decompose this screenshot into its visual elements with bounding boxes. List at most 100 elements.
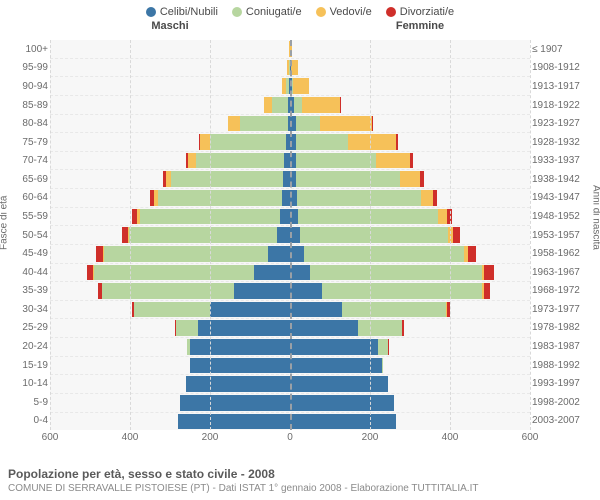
bar-segment xyxy=(296,171,400,187)
male-bar xyxy=(50,376,290,392)
x-tick: 200 xyxy=(202,432,219,443)
bar-segment xyxy=(291,60,298,76)
male-bar xyxy=(50,227,290,243)
age-label: 10-14 xyxy=(22,374,48,393)
birth-label: 1993-1997 xyxy=(532,374,580,393)
population-pyramid xyxy=(50,40,530,430)
legend-label: Vedovi/e xyxy=(330,6,372,18)
age-label: 40-44 xyxy=(22,263,48,282)
birth-label: 1928-1932 xyxy=(532,133,580,152)
bar-segment xyxy=(277,227,290,243)
bar-segment xyxy=(228,116,239,132)
bar-segment xyxy=(372,116,373,132)
legend-swatch xyxy=(146,7,156,17)
bar-segment xyxy=(342,302,446,318)
age-label: 65-69 xyxy=(22,170,48,189)
age-label: 70-74 xyxy=(22,151,48,170)
birth-label: 1978-1982 xyxy=(532,319,580,338)
bar-segment xyxy=(340,97,341,113)
chart-footer: Popolazione per età, sesso e stato civil… xyxy=(8,467,592,494)
birth-label: 1933-1937 xyxy=(532,151,580,170)
female-label: Femmine xyxy=(300,20,600,32)
male-bar xyxy=(50,209,290,225)
male-bar xyxy=(50,302,290,318)
age-label: 100+ xyxy=(25,40,48,59)
age-label: 60-64 xyxy=(22,189,48,208)
age-label: 50-54 xyxy=(22,226,48,245)
female-bar xyxy=(290,302,530,318)
female-bar xyxy=(290,171,530,187)
gridline xyxy=(370,40,371,430)
bar-segment xyxy=(176,320,198,336)
birth-label: 1988-1992 xyxy=(532,356,580,375)
bar-segment xyxy=(420,171,423,187)
bar-segment xyxy=(294,97,302,113)
bar-segment xyxy=(421,190,433,206)
male-bar xyxy=(50,339,290,355)
bar-segment xyxy=(304,246,464,262)
bar-segment xyxy=(290,376,388,392)
male-bar xyxy=(50,283,290,299)
female-bar xyxy=(290,227,530,243)
birth-label: 1998-2002 xyxy=(532,393,580,412)
bar-segment xyxy=(290,414,396,430)
bar-segment xyxy=(310,265,482,281)
legend-label: Coniugati/e xyxy=(246,6,302,18)
bar-segment xyxy=(402,320,403,336)
bar-segment xyxy=(102,283,234,299)
male-bar xyxy=(50,246,290,262)
plot-area xyxy=(50,40,530,430)
legend-item: Coniugati/e xyxy=(232,6,302,18)
bar-segment xyxy=(200,134,210,150)
bar-segment xyxy=(264,97,272,113)
bar-segment xyxy=(290,320,358,336)
x-tick: 600 xyxy=(522,432,539,443)
male-bar xyxy=(50,97,290,113)
bar-segment xyxy=(290,339,378,355)
male-bar xyxy=(50,60,290,76)
female-bar xyxy=(290,358,530,374)
birth-label: 2003-2007 xyxy=(532,412,580,431)
female-bar xyxy=(290,78,530,94)
bar-segment xyxy=(254,265,290,281)
center-axis xyxy=(290,40,292,430)
bar-segment xyxy=(322,283,482,299)
bar-segment xyxy=(198,320,290,336)
birth-label: 1973-1977 xyxy=(532,300,580,319)
legend-label: Divorziati/e xyxy=(400,6,454,18)
bar-segment xyxy=(283,171,290,187)
bar-segment xyxy=(188,153,196,169)
bar-segment xyxy=(453,227,459,243)
bar-segment xyxy=(410,153,412,169)
bar-segment xyxy=(282,190,290,206)
bar-segment xyxy=(134,302,210,318)
bar-segment xyxy=(348,134,396,150)
legend-item: Celibi/Nubili xyxy=(146,6,218,18)
bar-segment xyxy=(320,116,372,132)
female-bar xyxy=(290,246,530,262)
bar-segment xyxy=(290,283,322,299)
age-label: 75-79 xyxy=(22,133,48,152)
birth-label: ≤ 1907 xyxy=(532,40,563,59)
birth-label: 1968-1972 xyxy=(532,282,580,301)
birth-label: 1908-1912 xyxy=(532,59,580,78)
bar-segment xyxy=(293,78,309,94)
male-bar xyxy=(50,153,290,169)
female-bar xyxy=(290,190,530,206)
female-bar xyxy=(290,376,530,392)
birth-label: 1938-1942 xyxy=(532,170,580,189)
bar-segment xyxy=(290,395,394,411)
birth-labels: ≤ 19071908-19121913-19171918-19221923-19… xyxy=(532,40,600,430)
female-bar xyxy=(290,283,530,299)
bar-segment xyxy=(433,190,437,206)
bar-segment xyxy=(171,171,283,187)
female-bar xyxy=(290,209,530,225)
male-bar xyxy=(50,265,290,281)
x-tick: 200 xyxy=(362,432,379,443)
x-axis-ticks: 6004002000200400600 xyxy=(50,432,530,446)
bar-segment xyxy=(272,97,288,113)
legend-swatch xyxy=(232,7,242,17)
age-label: 30-34 xyxy=(22,300,48,319)
legend-item: Divorziati/e xyxy=(386,6,454,18)
bar-segment xyxy=(178,414,290,430)
